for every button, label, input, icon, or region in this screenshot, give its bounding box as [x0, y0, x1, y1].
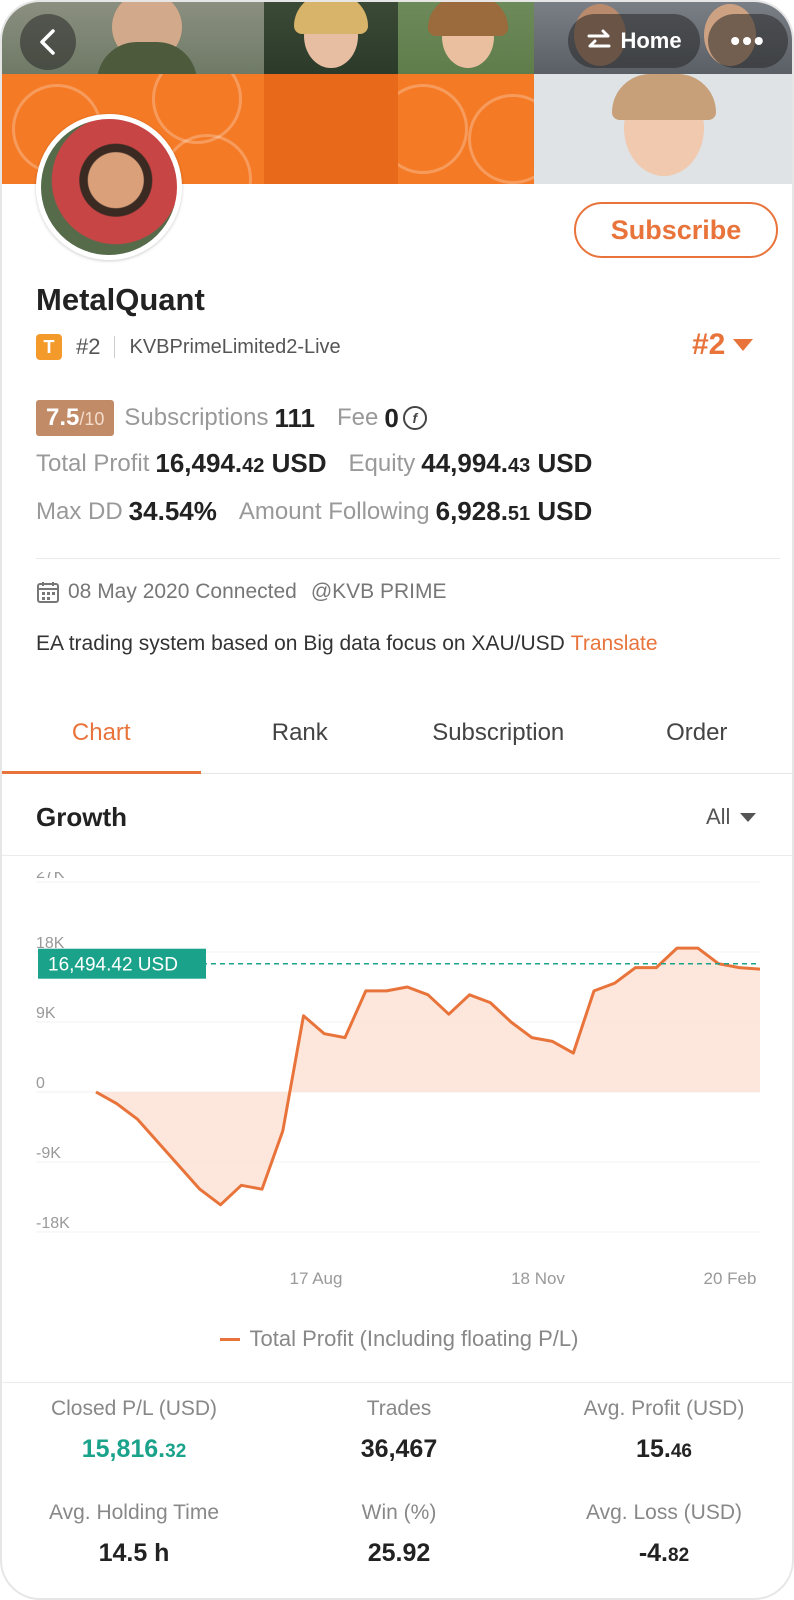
growth-chart-svg: 27K 18K 9K 0 -9K -18K 16,494.42 USD 17 Aug 18 No…: [36, 865, 761, 1288]
equity-label: Equity: [348, 449, 416, 477]
tab-rank[interactable]: Rank: [271, 718, 328, 746]
chart-legend: Total Profit (Including floating P/L): [2, 1326, 792, 1352]
more-icon: •••: [730, 25, 766, 56]
username: MetalQuant: [36, 282, 205, 317]
rank-display: #2: [692, 328, 726, 361]
metric-label: Avg. Holding Time: [48, 1501, 220, 1524]
y-tick-label: 18K: [36, 935, 65, 952]
score-max: /10: [79, 409, 105, 429]
y-tick-label: 0: [36, 1075, 45, 1092]
metric-item: Closed P/L (USD) 15,816.32: [2, 1397, 266, 1464]
x-tick-label: 20 Feb: [704, 1269, 757, 1288]
tab-subscription[interactable]: Subscription: [432, 718, 565, 746]
profile-tags: T #2 KVBPrimeLimited2-Live: [36, 332, 341, 362]
banner-photo: [264, 2, 398, 74]
legend-label: Total Profit (Including floating P/L): [249, 1326, 579, 1351]
y-tick-label: -9K: [36, 1145, 61, 1162]
stats-row-1: 7.5/10 Subscriptions 111 Fee 0 f: [36, 400, 427, 436]
caret-down-icon: [740, 812, 757, 822]
stats-row-2: Total Profit 16,494.42 USD Equity 44,994…: [36, 448, 592, 479]
rank-tag: #2: [76, 334, 101, 359]
metric-label: Avg. Loss (USD): [586, 1501, 742, 1524]
metric-label: Win (%): [361, 1501, 437, 1524]
metric-label: Closed P/L (USD): [50, 1397, 218, 1420]
maxdd-label: Max DD: [36, 497, 123, 525]
current-value-badge: [38, 948, 206, 979]
server-name: KVBPrimeLimited2-Live: [129, 335, 341, 358]
description-text: EA trading system based on Big data focu…: [36, 632, 565, 655]
rank-dropdown[interactable]: #2: [692, 328, 754, 362]
tag-separator: [114, 336, 116, 358]
total-profit-value: 16,494.42 USD: [155, 448, 327, 478]
fee-label: Fee: [337, 404, 379, 431]
more-button[interactable]: •••: [708, 14, 788, 68]
metric-value: 15.46: [636, 1435, 692, 1463]
subscribe-button[interactable]: Subscribe: [574, 202, 778, 258]
range-dropdown[interactable]: All: [706, 804, 757, 830]
total-profit-label: Total Profit: [36, 449, 150, 477]
metric-value: -4.82: [638, 1539, 690, 1567]
series-area: [96, 948, 760, 1205]
home-label: Home: [620, 28, 682, 53]
growth-header: Growth All: [2, 776, 792, 856]
growth-title: Growth: [36, 802, 127, 832]
legend-swatch: [219, 1337, 240, 1341]
fee-value: 0: [384, 402, 399, 433]
amount-following-value: 6,928.51 USD: [435, 496, 593, 526]
maxdd-value: 34.54%: [128, 496, 217, 526]
x-tick-label: 17 Aug: [290, 1269, 343, 1288]
amount-following-label: Amount Following: [238, 497, 430, 525]
avatar[interactable]: [36, 114, 182, 260]
metric-value: 36,467: [360, 1435, 438, 1463]
metric-item: Trades 36,467: [267, 1397, 531, 1464]
banner-photo: [398, 2, 534, 74]
stats-row-3: Max DD 34.54% Amount Following 6,928.51 …: [36, 496, 592, 527]
metrics-grid: Closed P/L (USD) 15,816.32 Trades 36,467 Avg…: [2, 1382, 792, 1598]
divider: [36, 558, 780, 559]
swap-icon: [587, 29, 611, 48]
tab-chart[interactable]: Chart: [2, 692, 201, 774]
calendar-icon: [37, 582, 59, 603]
series-line: [95, 946, 761, 1207]
back-button[interactable]: [20, 14, 76, 70]
metric-item: Avg. Holding Time 14.5 h: [2, 1501, 266, 1568]
metric-value: 15,816.32: [81, 1435, 187, 1463]
caret-down-icon: [733, 339, 754, 351]
banner-pattern: [264, 74, 398, 184]
banner-pattern: [398, 74, 534, 184]
translate-link[interactable]: Translate: [570, 632, 658, 655]
metric-item: Avg. Profit (USD) 15.46: [532, 1397, 792, 1464]
banner-photo: [534, 74, 792, 184]
metric-item: Win (%) 25.92: [267, 1501, 531, 1568]
connection-info: 08 May 2020 Connected @KVB PRIME: [36, 580, 447, 604]
subscriptions-label: Subscriptions: [124, 404, 269, 431]
broker-name: @KVB PRIME: [310, 580, 447, 603]
score-value: 7.5: [46, 404, 80, 431]
y-tick-label: 9K: [36, 1005, 56, 1022]
subscriptions-value: 111: [274, 402, 315, 433]
y-tick-label: -18K: [36, 1215, 70, 1232]
equity-value: 44,994.43 USD: [421, 448, 593, 478]
metric-item: Avg. Loss (USD) -4.82: [532, 1501, 792, 1568]
chevron-left-icon: [40, 29, 55, 55]
score-badge: 7.5/10: [36, 400, 115, 436]
home-button[interactable]: Home: [568, 14, 700, 68]
tab-order[interactable]: Order: [666, 718, 728, 746]
connected-date: 08 May 2020 Connected: [68, 580, 297, 603]
current-value-label: 16,494.42 USD: [48, 955, 178, 976]
metric-label: Avg. Profit (USD): [583, 1397, 745, 1420]
tab-bar: Chart Rank Subscription Order: [2, 692, 792, 774]
range-value: All: [706, 804, 731, 829]
x-tick-label: 18 Nov: [511, 1269, 565, 1288]
tier-badge: T: [36, 334, 62, 360]
strategy-description: EA trading system based on Big data focu…: [36, 632, 658, 656]
metric-value: 25.92: [367, 1539, 431, 1567]
metric-value: 14.5 h: [98, 1539, 170, 1567]
metric-label: Trades: [366, 1397, 432, 1420]
growth-chart[interactable]: 27K 18K 9K 0 -9K -18K 16,494.42 USD 17 Aug 18 No…: [2, 865, 792, 1312]
coin-icon: f: [402, 406, 427, 430]
y-tick-label: 27K: [36, 872, 65, 882]
